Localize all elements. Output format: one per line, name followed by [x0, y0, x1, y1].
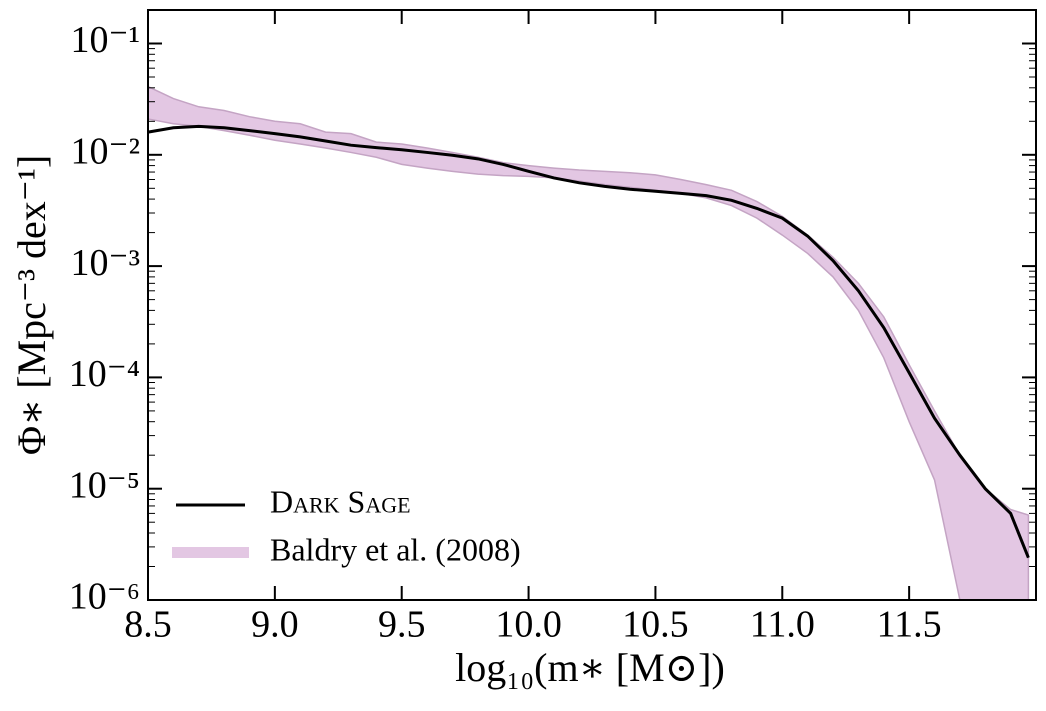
y-tick-label: 10⁻¹: [71, 19, 140, 61]
x-axis-label: log₁₀(m∗ [M⊙]): [455, 645, 725, 690]
y-tick-label: 10⁻²: [71, 131, 140, 173]
legend-label: Baldry et al. (2008): [270, 531, 521, 567]
y-axis-label: Φ∗ [Mpc⁻³ dex⁻¹]: [9, 155, 54, 455]
legend-label: Dark Sage: [270, 483, 411, 519]
line: [147, 124, 1030, 559]
x-tick-label: 9.5: [378, 604, 426, 646]
x-tick-label: 11.0: [750, 604, 815, 646]
y-tick-label: 10⁻³: [71, 242, 140, 284]
y-tick-label: 10⁻⁴: [69, 353, 140, 395]
band: [147, 85, 1030, 601]
x-tick-label: 11.5: [877, 604, 942, 646]
y-tick-label: 10⁻⁵: [69, 464, 140, 506]
x-tick-label: 8.5: [124, 604, 172, 646]
plot-frame: [147, 9, 1037, 601]
y-tick-label: 10⁻⁶: [69, 576, 140, 618]
x-tick-label: 9.0: [251, 604, 299, 646]
legend-swatch: [172, 547, 249, 558]
x-tick-label: 10.5: [622, 604, 689, 646]
x-tick-label: 10.0: [495, 604, 562, 646]
